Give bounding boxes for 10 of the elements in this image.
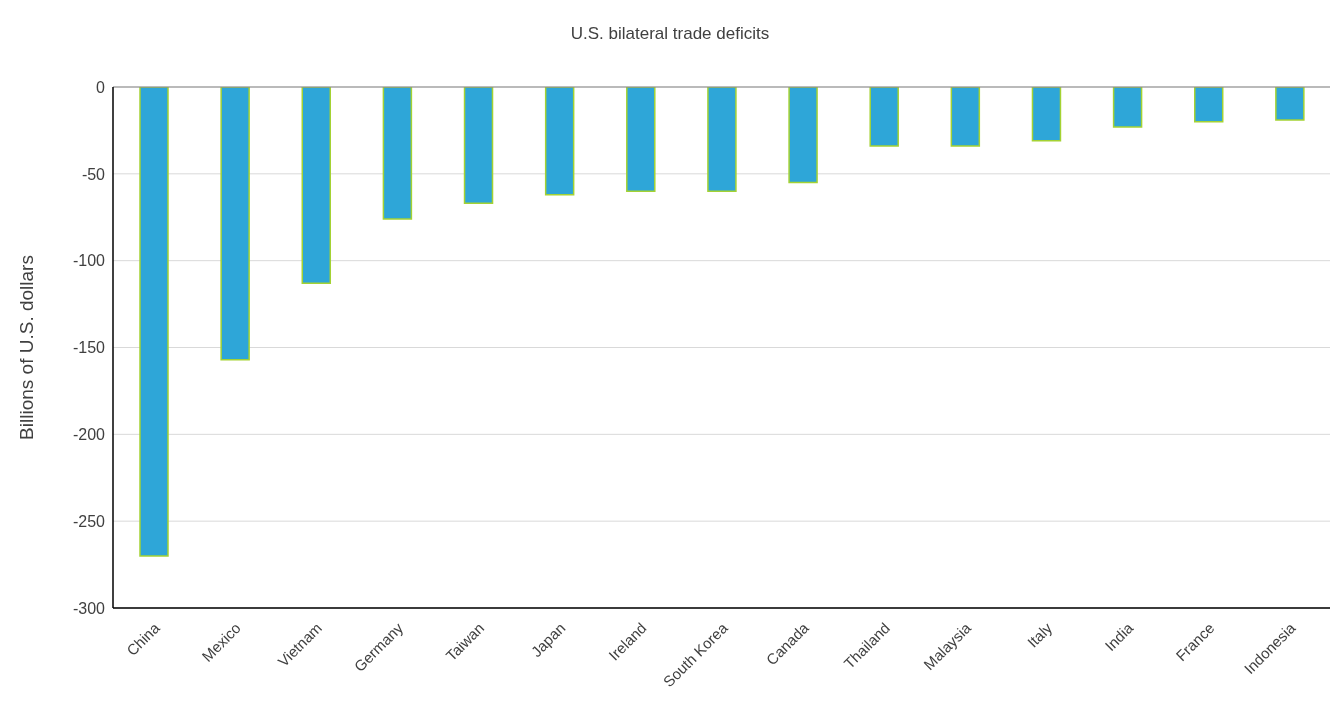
- x-tick-label: Italy: [1023, 618, 1056, 651]
- chart-title: U.S. bilateral trade deficits: [569, 24, 771, 44]
- y-tick-label: -200: [72, 426, 106, 444]
- y-tick-label: 0: [96, 78, 106, 96]
- y-tick-label: -50: [81, 165, 106, 183]
- y-tick-label: -150: [72, 339, 106, 357]
- y-tick-label: -300: [72, 599, 106, 617]
- y-tick-label: -100: [72, 252, 106, 270]
- y-axis-title: Billions of U.S. dollars: [15, 255, 37, 440]
- y-tick-label: -250: [72, 512, 106, 530]
